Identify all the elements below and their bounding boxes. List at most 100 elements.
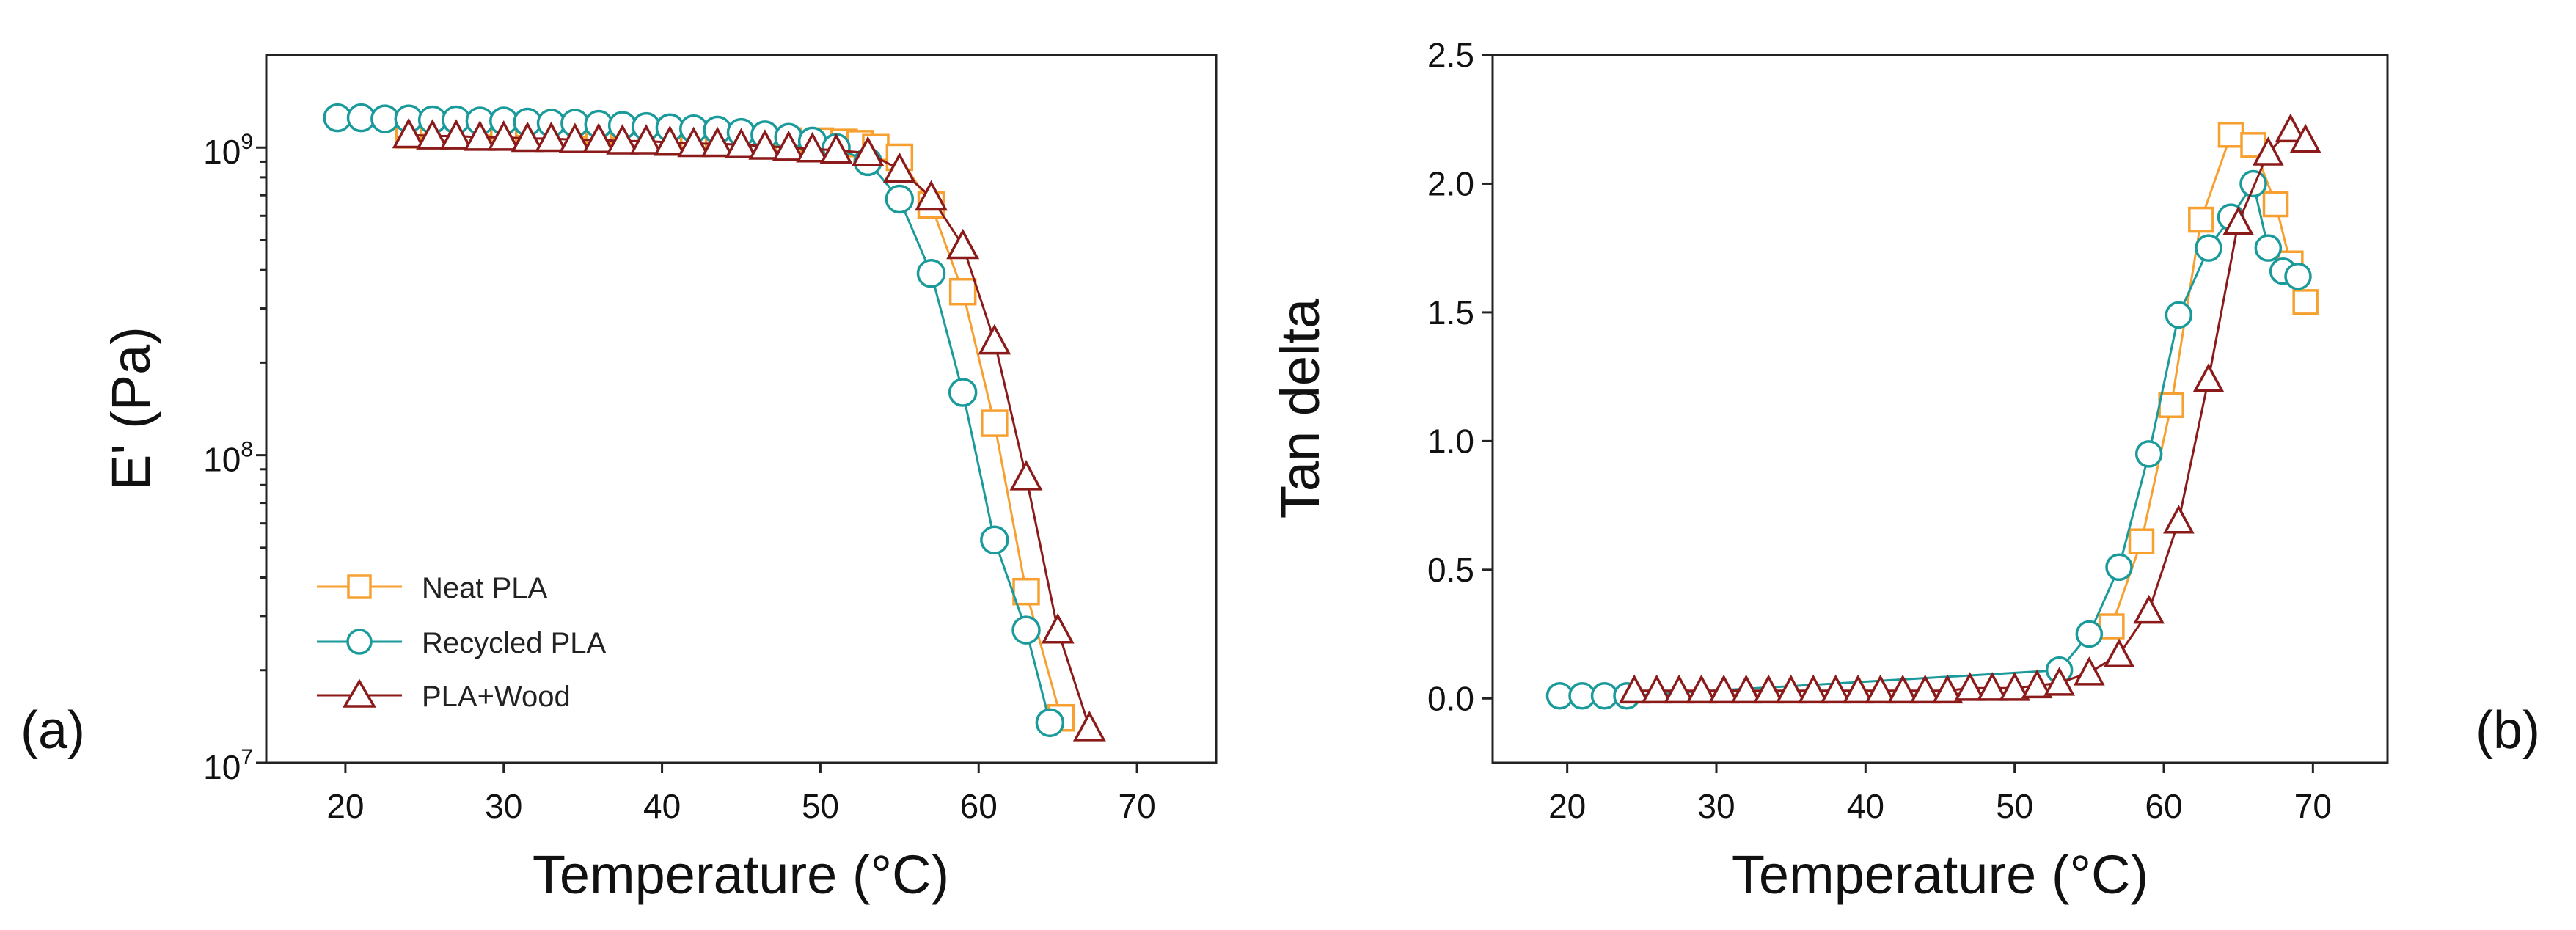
data-point-circle <box>1011 615 1041 645</box>
data-point-triangle <box>851 136 885 167</box>
panel-b-plot-frame <box>1491 54 2389 764</box>
data-point-triangle <box>606 124 640 155</box>
data-point-triangle <box>1041 612 1075 644</box>
data-point-triangle <box>1663 674 1695 704</box>
data-point-triangle <box>1931 674 1964 704</box>
panel-a-x-tick-label: 40 <box>643 787 681 825</box>
panel-a-y-tick-label: 109 <box>203 130 253 171</box>
data-point-triangle <box>2162 505 2195 534</box>
data-point-triangle <box>677 126 711 158</box>
data-point-triangle <box>772 131 805 161</box>
data-point-circle <box>2195 234 2222 262</box>
data-point-triangle <box>1820 674 1852 704</box>
series-pla-wood <box>1618 113 2321 704</box>
panel-a-x-tick-label: 20 <box>326 787 364 825</box>
data-point-triangle <box>463 120 497 151</box>
panel-a-y-tick-labels: 107 108 109 <box>203 130 253 786</box>
panel-a-y-tick-exponent: 8 <box>241 438 253 462</box>
legend-marker-triangle <box>342 678 377 708</box>
panel-b-x-tick-label: 50 <box>1996 787 2033 825</box>
data-point-square <box>2262 191 2289 218</box>
legend-entry-neat-pla: Neat PLA <box>317 572 548 604</box>
data-point-triangle <box>1686 674 1718 704</box>
data-point-triangle <box>1976 672 2008 701</box>
panel-a-plot-area <box>323 103 1106 742</box>
data-point-triangle <box>748 129 782 160</box>
panel-a-y-tick-base: 10 <box>203 441 241 479</box>
data-point-triangle <box>629 124 663 155</box>
panel-b-y-tick-labels: 0.0 0.5 1.0 1.5 2.0 2.5 <box>1427 36 1474 717</box>
panel-b-y-tick-label: 0.5 <box>1427 551 1474 589</box>
data-point-triangle <box>978 323 1011 355</box>
data-point-triangle <box>2073 656 2105 686</box>
data-point-square <box>2217 122 2244 148</box>
panel-a-y-tick-base: 10 <box>203 748 241 786</box>
panel-a-x-tick-label: 60 <box>960 787 998 825</box>
data-point-circle <box>2254 234 2283 262</box>
data-point-triangle <box>1797 674 1829 704</box>
data-point-circle <box>2134 440 2163 468</box>
panel-b-plot-area <box>1545 113 2321 710</box>
panel-b-x-tick-label: 60 <box>2145 787 2182 825</box>
panel-a-x-tick-label: 50 <box>802 787 839 825</box>
data-point-circle <box>346 103 376 133</box>
data-point-triangle <box>1842 674 1874 704</box>
panel-a-ticks <box>256 146 1138 773</box>
data-point-triangle <box>2043 667 2076 696</box>
data-point-triangle <box>2021 669 2053 699</box>
data-point-circle <box>1035 708 1065 738</box>
panel-b-x-tick-label: 20 <box>1548 787 1586 825</box>
data-point-triangle <box>1618 674 1650 704</box>
data-point-circle <box>948 378 978 407</box>
data-point-square <box>948 277 977 306</box>
data-point-triangle <box>796 131 830 163</box>
data-point-triangle <box>2222 206 2255 235</box>
legend-marker-square <box>347 574 372 599</box>
panel-b-y-tick-label: 1.0 <box>1427 422 1474 460</box>
legend-entry-pla-wood: PLA+Wood <box>317 678 571 713</box>
data-point-circle <box>2239 169 2267 198</box>
data-point-circle <box>2075 620 2104 648</box>
data-point-square <box>2099 613 2125 640</box>
data-point-triangle <box>2252 136 2284 166</box>
data-point-circle <box>885 184 915 214</box>
panel-a-plot-frame <box>265 54 1218 764</box>
panel-a-legend: Neat PLA Recycled PLA PLA+Wood <box>317 572 607 713</box>
data-point-triangle <box>1887 674 1919 704</box>
data-point-triangle <box>819 133 853 164</box>
data-point-triangle <box>1708 674 1740 704</box>
panel-b-label: (b) <box>2476 701 2540 760</box>
data-point-circle <box>2165 301 2193 329</box>
panel-b-y-axis-title: Tan delta <box>1270 298 1331 519</box>
data-point-square <box>2158 392 2184 418</box>
data-point-circle <box>2284 263 2312 290</box>
series-recycled-pla <box>1545 169 2312 710</box>
data-point-triangle <box>1775 674 1807 704</box>
panel-a-y-axis-title: E' (Pa) <box>100 326 161 491</box>
panel-b-tan-delta-chart: 20 30 40 50 60 70 0.0 0.5 1.0 1.5 2.0 2.… <box>1270 36 2540 905</box>
data-point-triangle <box>487 120 521 151</box>
panel-b-x-tick-label: 30 <box>1697 787 1735 825</box>
panel-b-ticks <box>1482 54 2314 773</box>
data-point-triangle <box>1072 710 1106 742</box>
panel-a-x-tick-labels: 20 30 40 50 60 70 <box>326 787 1155 825</box>
data-point-square <box>2128 528 2155 554</box>
panel-b-x-tick-label: 70 <box>2294 787 2332 825</box>
data-point-triangle <box>2192 363 2225 392</box>
data-point-triangle <box>511 121 544 153</box>
data-point-triangle <box>725 128 758 159</box>
data-point-triangle <box>1730 674 1763 704</box>
data-point-triangle <box>558 122 592 153</box>
data-point-triangle <box>1954 672 1986 701</box>
data-point-triangle <box>1909 674 1942 704</box>
panel-a-x-axis-title: Temperature (°C) <box>533 844 949 905</box>
panel-b-x-tick-label: 40 <box>1847 787 1884 825</box>
series-pla-wood <box>392 117 1106 742</box>
data-point-triangle <box>1009 459 1043 491</box>
data-point-circle <box>2105 553 2133 582</box>
legend-label-recycled-pla: Recycled PLA <box>422 627 607 659</box>
panel-a-y-tick-base: 10 <box>203 133 241 171</box>
panel-b-y-tick-label: 1.5 <box>1427 293 1474 332</box>
data-point-triangle <box>915 180 948 211</box>
